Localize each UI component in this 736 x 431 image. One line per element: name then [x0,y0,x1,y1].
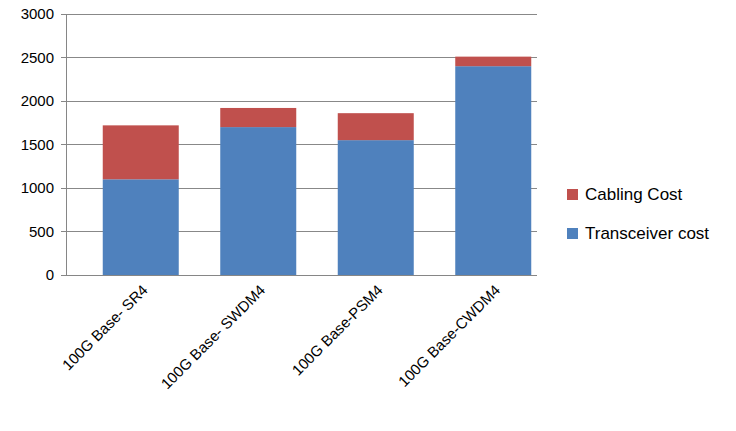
bar [455,66,531,275]
y-tick-label: 1500 [21,136,54,153]
y-tick-label: 500 [29,223,54,240]
y-tick-label: 2000 [21,92,54,109]
x-tick-label: 100G Base- SWDM4 [157,281,268,392]
tick-mark [61,14,66,15]
bar [103,179,179,275]
tick-mark [61,144,66,145]
x-tick-label: 100G Base-PSM4 [288,281,386,379]
y-tick-label: 3000 [21,5,54,22]
tick-mark [61,57,66,58]
bars [103,57,532,275]
tick-mark [61,275,66,276]
x-tick-label: 100G Base- SR4 [59,281,151,373]
bar [338,140,414,275]
bar [455,57,531,67]
bar [220,108,296,127]
bar [220,127,296,275]
y-tick-label: 0 [46,266,54,283]
grid-line [66,14,537,15]
legend-label: Cabling Cost [585,185,683,204]
tick-mark [61,101,66,102]
y-axis [66,14,67,275]
y-tick-label: 1000 [21,179,54,196]
y-tick-label: 2500 [21,49,54,66]
legend-swatch [567,189,578,200]
grid [61,14,537,275]
bar [338,113,414,140]
bar [103,125,179,179]
legend-label: Transceiver cost [585,224,709,243]
tick-mark [61,231,66,232]
tick-mark [61,188,66,189]
chart: 050010001500200025003000100G Base- SR410… [0,0,736,431]
legend-swatch [567,228,578,239]
x-tick-label: 100G Base-CWDM4 [395,281,504,390]
